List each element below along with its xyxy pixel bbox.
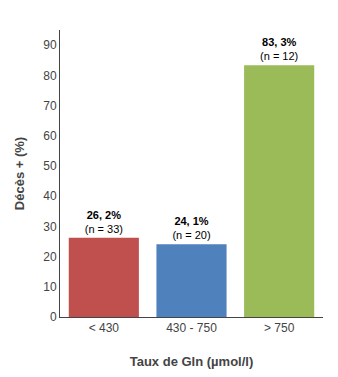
svg-text:< 430: < 430 <box>89 321 120 335</box>
svg-text:50: 50 <box>43 159 57 173</box>
svg-text:10: 10 <box>43 280 57 294</box>
svg-text:26, 2%(n = 33): 26, 2%(n = 33) <box>85 209 123 235</box>
svg-text:60: 60 <box>43 129 57 143</box>
svg-text:40: 40 <box>43 189 57 203</box>
svg-text:Décès + (%): Décès + (%) <box>12 137 27 210</box>
svg-text:70: 70 <box>43 99 57 113</box>
svg-text:20: 20 <box>43 250 57 264</box>
svg-text:0: 0 <box>50 310 57 324</box>
svg-text:Taux de Gln (µmol/l): Taux de Gln (µmol/l) <box>130 354 254 369</box>
svg-text:83, 3%(n = 12): 83, 3%(n = 12) <box>260 36 298 62</box>
svg-text:24, 1%(n = 20): 24, 1%(n = 20) <box>172 215 210 241</box>
svg-text:> 750: > 750 <box>264 321 295 335</box>
svg-text:30: 30 <box>43 220 57 234</box>
svg-text:90: 90 <box>43 38 57 52</box>
svg-text:80: 80 <box>43 69 57 83</box>
svg-text:430 - 750: 430 - 750 <box>166 321 217 335</box>
